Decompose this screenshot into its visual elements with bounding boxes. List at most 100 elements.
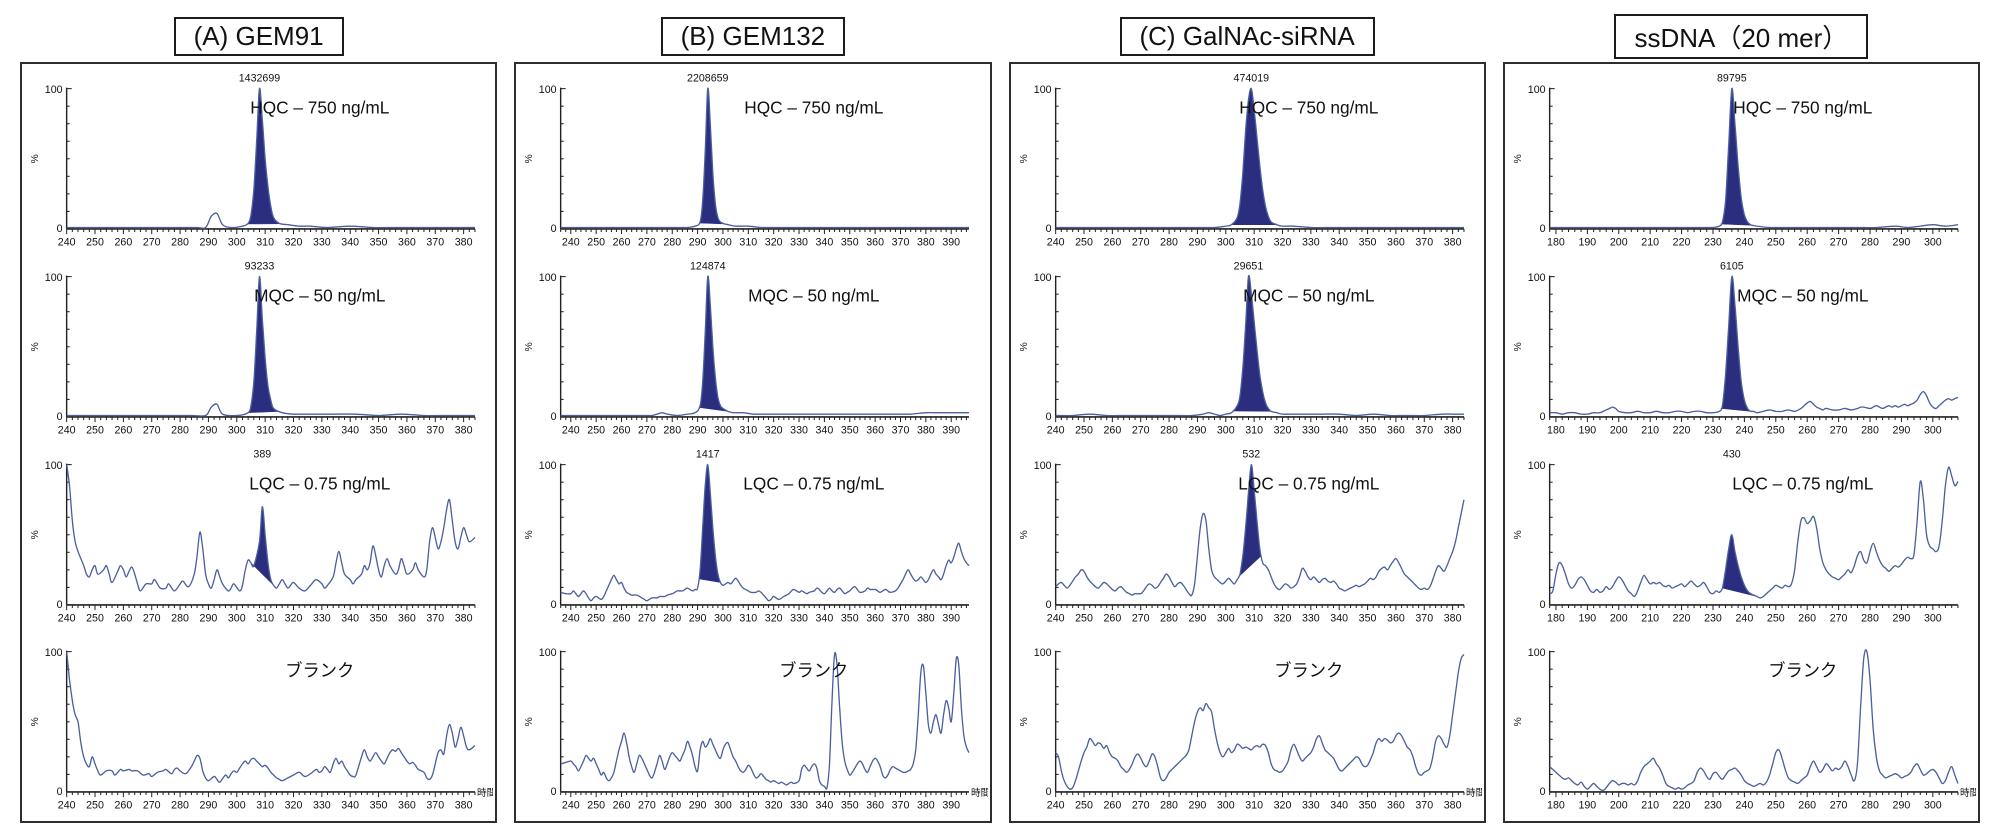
x-tick-label: 380 (917, 612, 935, 624)
x-tick-label: 330 (1301, 236, 1319, 248)
x-tick-label: 360 (866, 424, 884, 436)
x-tick-label: 240 (1735, 800, 1753, 812)
y-axis-unit-label: % (30, 154, 41, 163)
x-tick-label: 300 (1216, 612, 1234, 624)
x-tick-label: 260 (1798, 800, 1816, 812)
x-tick-label: 330 (1301, 424, 1319, 436)
y-tick-label-100: 100 (1528, 271, 1546, 283)
x-tick-label: 350 (841, 424, 859, 436)
y-tick-label-0: 0 (551, 786, 557, 798)
x-tick-label: 300 (228, 800, 246, 812)
trace-line (1548, 466, 1959, 599)
x-tick-label: 240 (58, 424, 76, 436)
x-tick-label: 190 (1578, 236, 1596, 248)
x-tick-label: 260 (114, 424, 132, 436)
chromatogram-svg-2-2: 100 0% 240 250 260 270 280 290 300 310 320 330 340 35… (1019, 448, 1465, 624)
x-tick-label: 360 (398, 800, 416, 812)
x-tick-label: 360 (1387, 800, 1405, 812)
sample-label: ブランク (780, 661, 849, 681)
x-tick-label: 300 (1216, 424, 1234, 436)
peak-area-label: 124874 (690, 260, 726, 272)
chromatogram-svg-3-0: 100 0% 180 190 200 210 220 230 240 250 260 270 280 29… (1513, 72, 1959, 248)
y-axis-ticks (66, 651, 72, 793)
peak-area-label: 430 (1723, 448, 1741, 460)
x-tick-label: 380 (1443, 612, 1461, 624)
trace-line (66, 87, 475, 230)
x-tick-label: 200 (1610, 612, 1628, 624)
peak-area-label: 389 (253, 448, 271, 460)
y-tick-label-100: 100 (539, 84, 557, 96)
x-axis-unit-label: 時間 (971, 787, 987, 799)
x-axis-ticks (66, 228, 476, 235)
x-tick-label: 250 (1075, 236, 1093, 248)
x-tick-label: 220 (1672, 424, 1690, 436)
panel-b: (B) GEM132 100 0% 240 250 260 270 280 290 300 310… (514, 10, 992, 823)
x-tick-label: 340 (341, 424, 359, 436)
x-tick-label: 280 (1160, 800, 1178, 812)
x-tick-label: 360 (866, 236, 884, 248)
x-tick-label: 360 (1387, 612, 1405, 624)
x-tick-label: 330 (313, 800, 331, 812)
x-tick-label: 310 (740, 800, 758, 812)
y-axis-unit-label: % (30, 530, 41, 539)
trace-line (66, 275, 475, 417)
sample-label: HQC – 750 ng/mL (745, 97, 884, 117)
x-tick-label: 270 (1829, 612, 1847, 624)
x-tick-label: 290 (200, 800, 218, 812)
chromatogram-svg-1-2: 100 0% 240 250 260 270 280 290 300 310 320 330 340 35… (525, 448, 970, 624)
x-tick-label: 220 (1672, 236, 1690, 248)
x-tick-label: 320 (765, 612, 783, 624)
x-tick-label: 260 (1103, 800, 1121, 812)
x-tick-label: 350 (841, 236, 859, 248)
x-tick-label: 210 (1641, 800, 1659, 812)
x-tick-label: 270 (638, 236, 656, 248)
x-tick-label: 270 (1829, 236, 1847, 248)
x-axis-ticks (66, 416, 476, 422)
x-tick-label: 240 (58, 612, 76, 624)
peak-fill-area (698, 275, 729, 412)
x-tick-label: 250 (1767, 236, 1785, 248)
x-tick-label: 280 (664, 800, 682, 812)
x-tick-label: 370 (892, 800, 910, 812)
x-tick-label: 250 (86, 612, 104, 624)
x-tick-label: 360 (866, 800, 884, 812)
x-tick-label: 300 (1924, 424, 1942, 436)
peak-fill-area (1721, 534, 1757, 597)
x-tick-label: 380 (917, 424, 935, 436)
trace-line (560, 87, 970, 229)
x-tick-label: 250 (1767, 800, 1785, 812)
x-tick-label: 280 (1160, 424, 1178, 436)
y-axis-ticks (1055, 651, 1061, 793)
x-tick-label: 270 (1131, 424, 1149, 436)
panel-a-title: (A) GEM91 (173, 16, 344, 56)
x-tick-label: 310 (256, 800, 274, 812)
y-axis-unit-label: % (525, 530, 536, 539)
x-tick-label: 290 (1892, 424, 1910, 436)
panel-a-title-wrap: (A) GEM91 (20, 10, 497, 62)
x-axis-ticks (66, 604, 476, 610)
x-tick-label: 290 (1892, 236, 1910, 248)
x-tick-label: 300 (1216, 800, 1234, 812)
x-tick-label: 340 (1330, 612, 1348, 624)
x-tick-label: 230 (1704, 424, 1722, 436)
x-tick-label: 340 (1330, 800, 1348, 812)
x-tick-label: 380 (1443, 236, 1461, 248)
trace-line (560, 463, 970, 601)
chromatogram-svg-3-2: 100 0% 180 190 200 210 220 230 240 250 260 270 280 29… (1513, 448, 1959, 624)
x-axis-unit-label: 時間 (1465, 787, 1481, 799)
x-tick-label: 310 (740, 424, 758, 436)
sample-label: MQC – 50 ng/mL (1737, 285, 1869, 305)
x-tick-label: 260 (1103, 612, 1121, 624)
x-tick-label: 250 (588, 612, 606, 624)
x-tick-label: 260 (1798, 236, 1816, 248)
x-tick-label: 360 (398, 612, 416, 624)
x-tick-label: 350 (370, 424, 388, 436)
chromatogram-svg-2-3: 100 0% 240 250 260 270 280 290 300 310 320 330 340 35… (1019, 647, 1482, 812)
x-tick-label: 250 (1075, 424, 1093, 436)
x-tick-label: 330 (790, 424, 808, 436)
x-tick-label: 330 (313, 236, 331, 248)
chromatogram-row-3-2: 100 0% 180 190 200 210 220 230 240 250 260 270 280 29… (1507, 444, 1976, 632)
x-tick-label: 240 (562, 612, 580, 624)
x-tick-label: 370 (1415, 236, 1433, 248)
x-tick-label: 320 (285, 800, 303, 812)
